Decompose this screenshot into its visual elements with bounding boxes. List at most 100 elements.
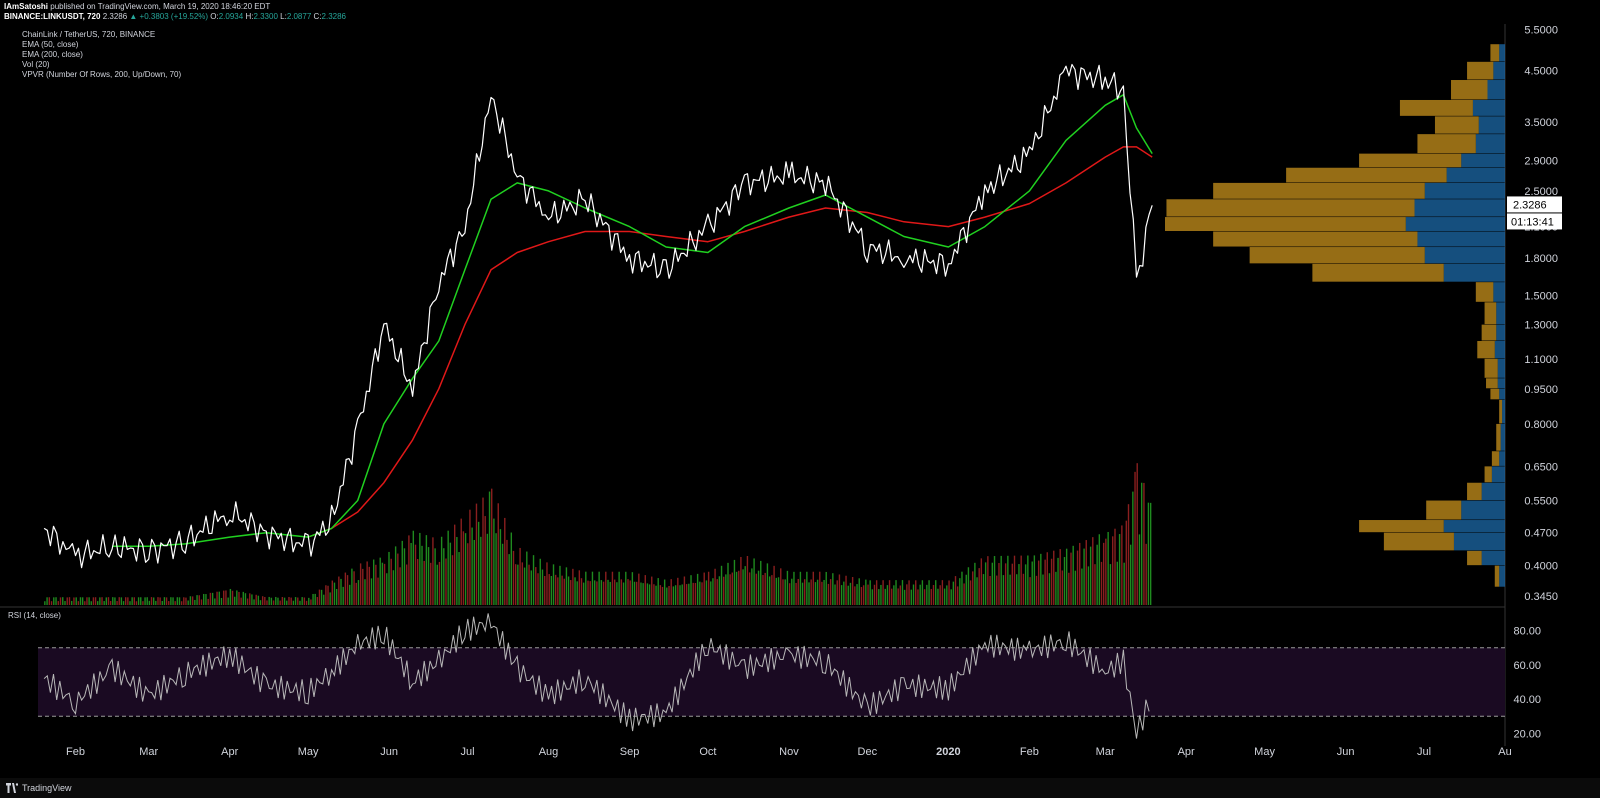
- volume-bar: [748, 572, 751, 605]
- volume-bar: [471, 527, 473, 605]
- volume-bar: [1040, 553, 1042, 605]
- time-tick-label: Feb: [1020, 746, 1039, 758]
- volume-bar: [364, 579, 366, 605]
- volume-bar: [535, 567, 537, 605]
- volume-bar: [1083, 548, 1085, 605]
- volume-bar: [308, 597, 310, 605]
- volume-bar: [379, 557, 381, 605]
- volume-bar: [701, 582, 703, 605]
- volume-bar: [392, 570, 395, 605]
- vpvr-up-bar: [1453, 532, 1505, 551]
- vpvr-up-bar: [1481, 482, 1505, 501]
- volume-bar: [965, 574, 967, 605]
- volume-bar: [368, 566, 371, 605]
- volume-bar: [1033, 555, 1036, 605]
- volume-bar: [948, 580, 950, 605]
- price-tick-label: 0.9500: [1524, 384, 1558, 396]
- time-tick-label: Oct: [699, 746, 716, 758]
- volume-bar: [1129, 544, 1132, 605]
- volume-bar: [854, 586, 856, 605]
- volume-bar: [714, 568, 716, 605]
- volume-bar: [410, 542, 412, 605]
- volume-bar: [661, 586, 664, 605]
- volume-bar: [1065, 548, 1068, 605]
- volume-bar: [436, 564, 438, 605]
- volume-bar: [77, 601, 80, 605]
- volume-bar: [576, 581, 578, 605]
- price-tick-label: 0.6500: [1524, 461, 1558, 473]
- volume-bar: [292, 600, 295, 605]
- volume-bar: [1147, 502, 1150, 605]
- time-tick-label: Mar: [1096, 746, 1115, 758]
- vpvr-up-bar: [1493, 61, 1505, 80]
- author-name[interactable]: IAmSatoshi: [4, 2, 49, 11]
- volume-bar: [99, 597, 101, 605]
- legend-ema200[interactable]: EMA (200, close): [22, 50, 83, 59]
- volume-bar: [131, 597, 133, 605]
- volume-bar: [329, 592, 331, 605]
- volume-bar: [869, 580, 871, 605]
- vpvr-down-bar: [1477, 341, 1495, 359]
- volume-bar: [94, 597, 97, 605]
- volume-bar: [670, 579, 672, 605]
- legend-title[interactable]: ChainLink / TetherUS, 720, BINANCE: [22, 30, 156, 39]
- volume-bar: [635, 581, 638, 605]
- vpvr-up-bar: [1443, 263, 1505, 282]
- volume-bar: [786, 570, 789, 605]
- volume-bar: [589, 581, 591, 605]
- rsi-tick-label: 80.00: [1513, 626, 1541, 638]
- volume-bar: [183, 597, 185, 605]
- vpvr-down-bar: [1359, 520, 1444, 533]
- volume-bar: [871, 589, 874, 605]
- price-tag-value: 2.3286: [1513, 199, 1547, 211]
- volume-bar: [1072, 545, 1074, 605]
- volume-bar: [430, 562, 432, 605]
- volume-bar: [399, 567, 401, 605]
- volume-bar: [946, 585, 948, 605]
- volume-bar: [1114, 528, 1116, 605]
- volume-bar: [690, 575, 692, 605]
- volume-bar: [528, 564, 530, 605]
- volume-bar: [445, 558, 447, 605]
- countdown-value: 01:13:41: [1511, 216, 1554, 228]
- legend-volume[interactable]: Vol (20): [22, 60, 50, 69]
- vpvr-up-bar: [1499, 565, 1505, 587]
- volume-bar: [1112, 536, 1114, 605]
- volume-bar: [823, 579, 825, 605]
- brand-name[interactable]: TradingView: [22, 783, 72, 793]
- volume-bar: [1029, 577, 1031, 605]
- volume-bar: [214, 598, 216, 605]
- volume-bar: [124, 597, 127, 605]
- vpvr-down-bar: [1359, 153, 1462, 168]
- volume-bar: [236, 590, 238, 605]
- volume-bar: [932, 585, 935, 605]
- vpvr-up-bar: [1424, 182, 1505, 199]
- volume-bar: [777, 577, 780, 605]
- price-chart[interactable]: 5.50004.50003.50002.90002.50002.10001.80…: [0, 0, 1600, 778]
- volume-bar: [381, 562, 384, 605]
- volume-bar: [980, 558, 983, 605]
- vpvr-down-bar: [1484, 466, 1492, 483]
- last-price: 2.3286: [102, 12, 128, 21]
- legend-ema50[interactable]: EMA (50, close): [22, 40, 79, 49]
- volume-bar: [972, 571, 974, 605]
- time-tick-label: May: [298, 746, 319, 758]
- volume-bar: [541, 569, 544, 605]
- volume-bar: [286, 600, 288, 605]
- legend-vpvr[interactable]: VPVR (Number Of Rows, 200, Up/Down, 70): [22, 70, 182, 79]
- volume-bar: [539, 558, 541, 605]
- volume-bar: [1105, 538, 1107, 605]
- volume-bar: [625, 571, 627, 605]
- volume-bar: [856, 584, 858, 605]
- volume-bar: [764, 572, 766, 605]
- volume-bar: [346, 575, 349, 605]
- volume-bar: [917, 589, 919, 605]
- volume-bar: [851, 577, 854, 605]
- vpvr-down-bar: [1213, 231, 1418, 247]
- volume-bar: [203, 593, 205, 605]
- volume-bar: [679, 585, 681, 605]
- volume-bar: [122, 601, 125, 605]
- volume-bar: [508, 554, 510, 605]
- volume-bar: [281, 596, 284, 605]
- time-tick-label: Jun: [380, 746, 398, 758]
